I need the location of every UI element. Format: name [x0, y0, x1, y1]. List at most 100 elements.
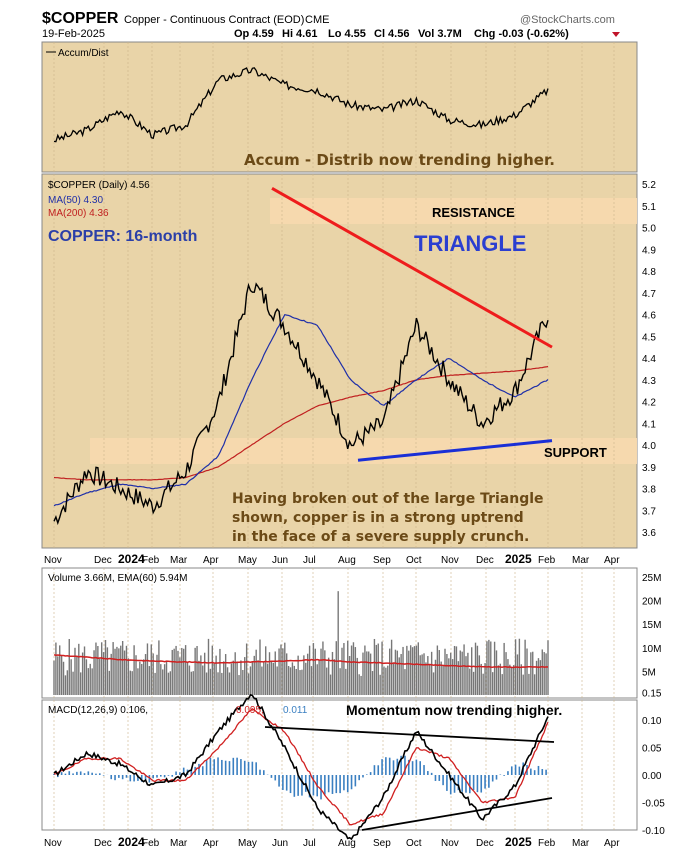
x-tick-label: Dec [94, 838, 112, 849]
macd-legend-hist: 0.011 [283, 705, 308, 716]
date: 19-Feb-2025 [42, 28, 105, 40]
price-y-tick: 3.6 [642, 528, 656, 539]
macd-divergence-top [264, 726, 555, 743]
x-tick-label: Nov [44, 838, 62, 849]
macd-y-tick: 0.00 [642, 771, 662, 782]
legend-price: $COPPER (Daily) 4.56 [48, 180, 150, 191]
legend-ma50: MA(50) 4.30 [48, 195, 103, 206]
symbol: $COPPER [42, 10, 119, 27]
x-tick-label: Apr [604, 838, 620, 849]
volume-bars [53, 591, 549, 695]
price-y-tick: 3.7 [642, 506, 656, 517]
x-tick-label: 2025 [505, 552, 532, 566]
x-tick-label: Mar [572, 838, 590, 849]
price-y-tick: 4.2 [642, 398, 656, 409]
volume-ema-line [53, 654, 549, 669]
price-y-tick: 4.8 [642, 267, 656, 278]
x-tick-label: Nov [441, 838, 459, 849]
macd-legend-main: MACD(12,26,9) 0.106, [48, 705, 148, 716]
x-tick-label: Apr [604, 555, 620, 566]
x-tick-label: May [238, 555, 257, 566]
chart-subtitle: COPPER: 16-month [48, 228, 197, 245]
commentary-line-1: Having broken out of the large Triangle [232, 491, 544, 507]
volume-y-tick: 5M [642, 667, 656, 678]
accum-label: Accum/Dist [58, 48, 109, 59]
price-y-axis: 5.2 5.1 5.0 4.9 4.8 4.7 4.6 4.5 4.4 4.3 4.2 4.1 4.0 3… [642, 180, 656, 539]
macd-legend-signal: 0.095, [236, 705, 264, 716]
price-y-tick: 4.0 [642, 441, 656, 452]
price-y-tick: 4.7 [642, 289, 656, 300]
macd-y-tick: -0.10 [642, 826, 665, 837]
macd-divergence-bottom [361, 797, 553, 831]
ma50-line [53, 314, 549, 507]
x-tick-label: Apr [203, 838, 219, 849]
quote-low: Lo 4.55 [328, 28, 366, 40]
x-tick-label: Dec [94, 555, 112, 566]
x-tick-label: Mar [572, 555, 590, 566]
x-tick-label: Mar [170, 555, 188, 566]
x-tick-label: Jul [303, 838, 316, 849]
triangle-upper-line [271, 187, 553, 349]
price-y-tick: 3.9 [642, 463, 656, 474]
x-tick-label: Feb [538, 838, 556, 849]
quote-close: Cl 4.56 [374, 28, 409, 40]
price-y-tick: 4.4 [642, 354, 656, 365]
price-y-tick: 5.0 [642, 224, 656, 235]
triangle-label: TRIANGLE [414, 231, 526, 256]
macd-y-tick: 0.15 [642, 689, 662, 700]
price-y-tick: 4.6 [642, 311, 656, 322]
x-tick-label: Nov [441, 555, 459, 566]
exchange: CME [305, 14, 329, 26]
price-y-tick: 5.1 [642, 202, 656, 213]
x-tick-label: Jul [303, 555, 316, 566]
x-tick-label: Oct [406, 838, 422, 849]
macd-y-axis: 0.15 0.10 0.05 0.00 -0.05 -0.10 [642, 689, 665, 838]
price-y-tick: 5.2 [642, 180, 656, 191]
x-tick-label: 2024 [118, 552, 145, 566]
macd-panel [41, 699, 638, 831]
price-y-tick: 4.1 [642, 419, 656, 430]
price-y-tick: 4.5 [642, 332, 656, 343]
commentary-line-3: in the face of a severe supply crunch. [232, 529, 529, 545]
x-tick-label: Aug [338, 555, 356, 566]
quote-high: Hi 4.61 [282, 28, 317, 40]
volume-y-tick: 25M [642, 573, 661, 584]
x-tick-label: Nov [44, 555, 62, 566]
x-tick-label: Feb [142, 838, 160, 849]
support-label: SUPPORT [544, 445, 607, 460]
x-tick-label: Feb [538, 555, 556, 566]
commentary-line-2: shown, copper is in a strong uptrend [232, 510, 524, 526]
ma200-line [53, 365, 549, 481]
x-tick-label: Jun [272, 838, 288, 849]
down-arrow-icon [612, 32, 620, 37]
volume-legend: Volume 3.66M, EMA(60) 5.94M [48, 573, 188, 584]
x-tick-label: Sep [373, 838, 391, 849]
volume-y-tick: 15M [642, 620, 661, 631]
triangle-lower-line [357, 439, 553, 462]
x-tick-label: 2024 [118, 835, 145, 849]
volume-y-tick: 10M [642, 644, 661, 655]
legend-ma200: MA(200) 4.36 [48, 208, 109, 219]
price-line [53, 282, 549, 526]
x-tick-label: 2025 [505, 835, 532, 849]
x-tick-label: Dec [476, 838, 494, 849]
quote-open: Op 4.59 [234, 28, 274, 40]
price-y-tick: 4.9 [642, 245, 656, 256]
quote-change: Chg -0.03 (-0.62%) [474, 28, 569, 40]
x-tick-label: Apr [203, 555, 219, 566]
quote-volume: Vol 3.7M [418, 28, 462, 40]
x-tick-label: Dec [476, 555, 494, 566]
volume-y-tick: 20M [642, 597, 661, 608]
x-tick-label: Jun [272, 555, 288, 566]
macd-y-tick: -0.05 [642, 799, 665, 810]
price-y-tick: 3.8 [642, 485, 656, 496]
volume-y-axis: 25M 20M 15M 10M 5M [642, 573, 661, 678]
resistance-label: RESISTANCE [432, 205, 515, 220]
resistance-band [270, 198, 637, 224]
x-tick-label: Feb [142, 555, 160, 566]
description: Copper - Continuous Contract (EOD) [124, 14, 304, 26]
